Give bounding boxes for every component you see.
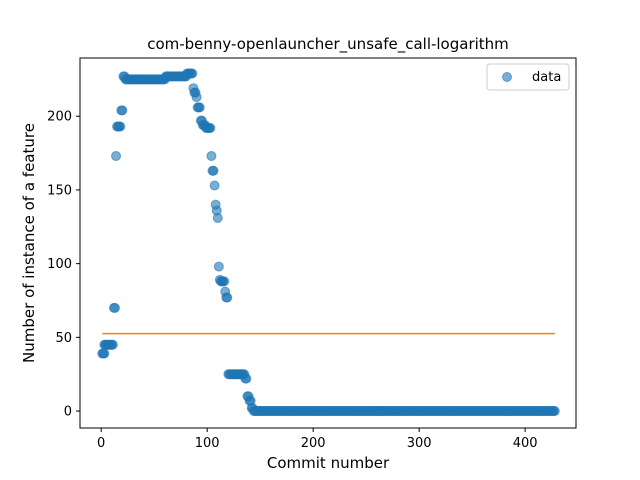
y-axis-ticks: 0 50 100 150 200 — [47, 110, 80, 420]
data-point — [117, 105, 128, 116]
data-point — [109, 302, 120, 313]
y-tick-label: 0 — [64, 405, 72, 420]
data-point — [111, 151, 122, 162]
data-point — [107, 339, 118, 350]
x-tick-label: 200 — [301, 436, 326, 451]
y-tick-label: 150 — [47, 183, 72, 198]
data-point — [206, 151, 217, 162]
x-axis-ticks: 0 100 200 300 400 — [97, 428, 538, 451]
legend-frame — [486, 63, 570, 91]
y-tick-label: 100 — [47, 257, 72, 272]
data-point — [99, 348, 110, 359]
x-tick-label: 0 — [97, 436, 105, 451]
data-point — [549, 406, 560, 417]
legend: data — [486, 63, 570, 91]
data-point — [115, 121, 126, 132]
chart-title: com-benny-openlauncher_unsafe_call-logar… — [147, 35, 509, 54]
data-point — [241, 373, 252, 384]
data-point — [209, 180, 220, 191]
data-point — [208, 165, 219, 176]
x-axis-label: Commit number — [267, 454, 390, 472]
y-axis-label: Number of instance of a feature — [20, 123, 38, 363]
points-layer — [97, 68, 560, 417]
data-point — [222, 292, 233, 303]
plot-area — [79, 57, 577, 429]
y-tick-label: 200 — [47, 110, 72, 125]
axes-frame — [79, 57, 577, 429]
x-tick-label: 300 — [407, 436, 432, 451]
legend-label-data: data — [532, 70, 561, 85]
data-point — [191, 92, 202, 103]
legend-marker-data — [502, 72, 512, 82]
x-tick-label: 400 — [513, 436, 538, 451]
data-point — [187, 68, 198, 79]
data-point — [219, 276, 230, 287]
y-tick-label: 50 — [55, 331, 72, 346]
x-tick-label: 100 — [195, 436, 220, 451]
data-point — [194, 102, 205, 113]
data-point — [213, 261, 224, 272]
data-point — [212, 212, 223, 223]
data-point — [205, 123, 216, 134]
